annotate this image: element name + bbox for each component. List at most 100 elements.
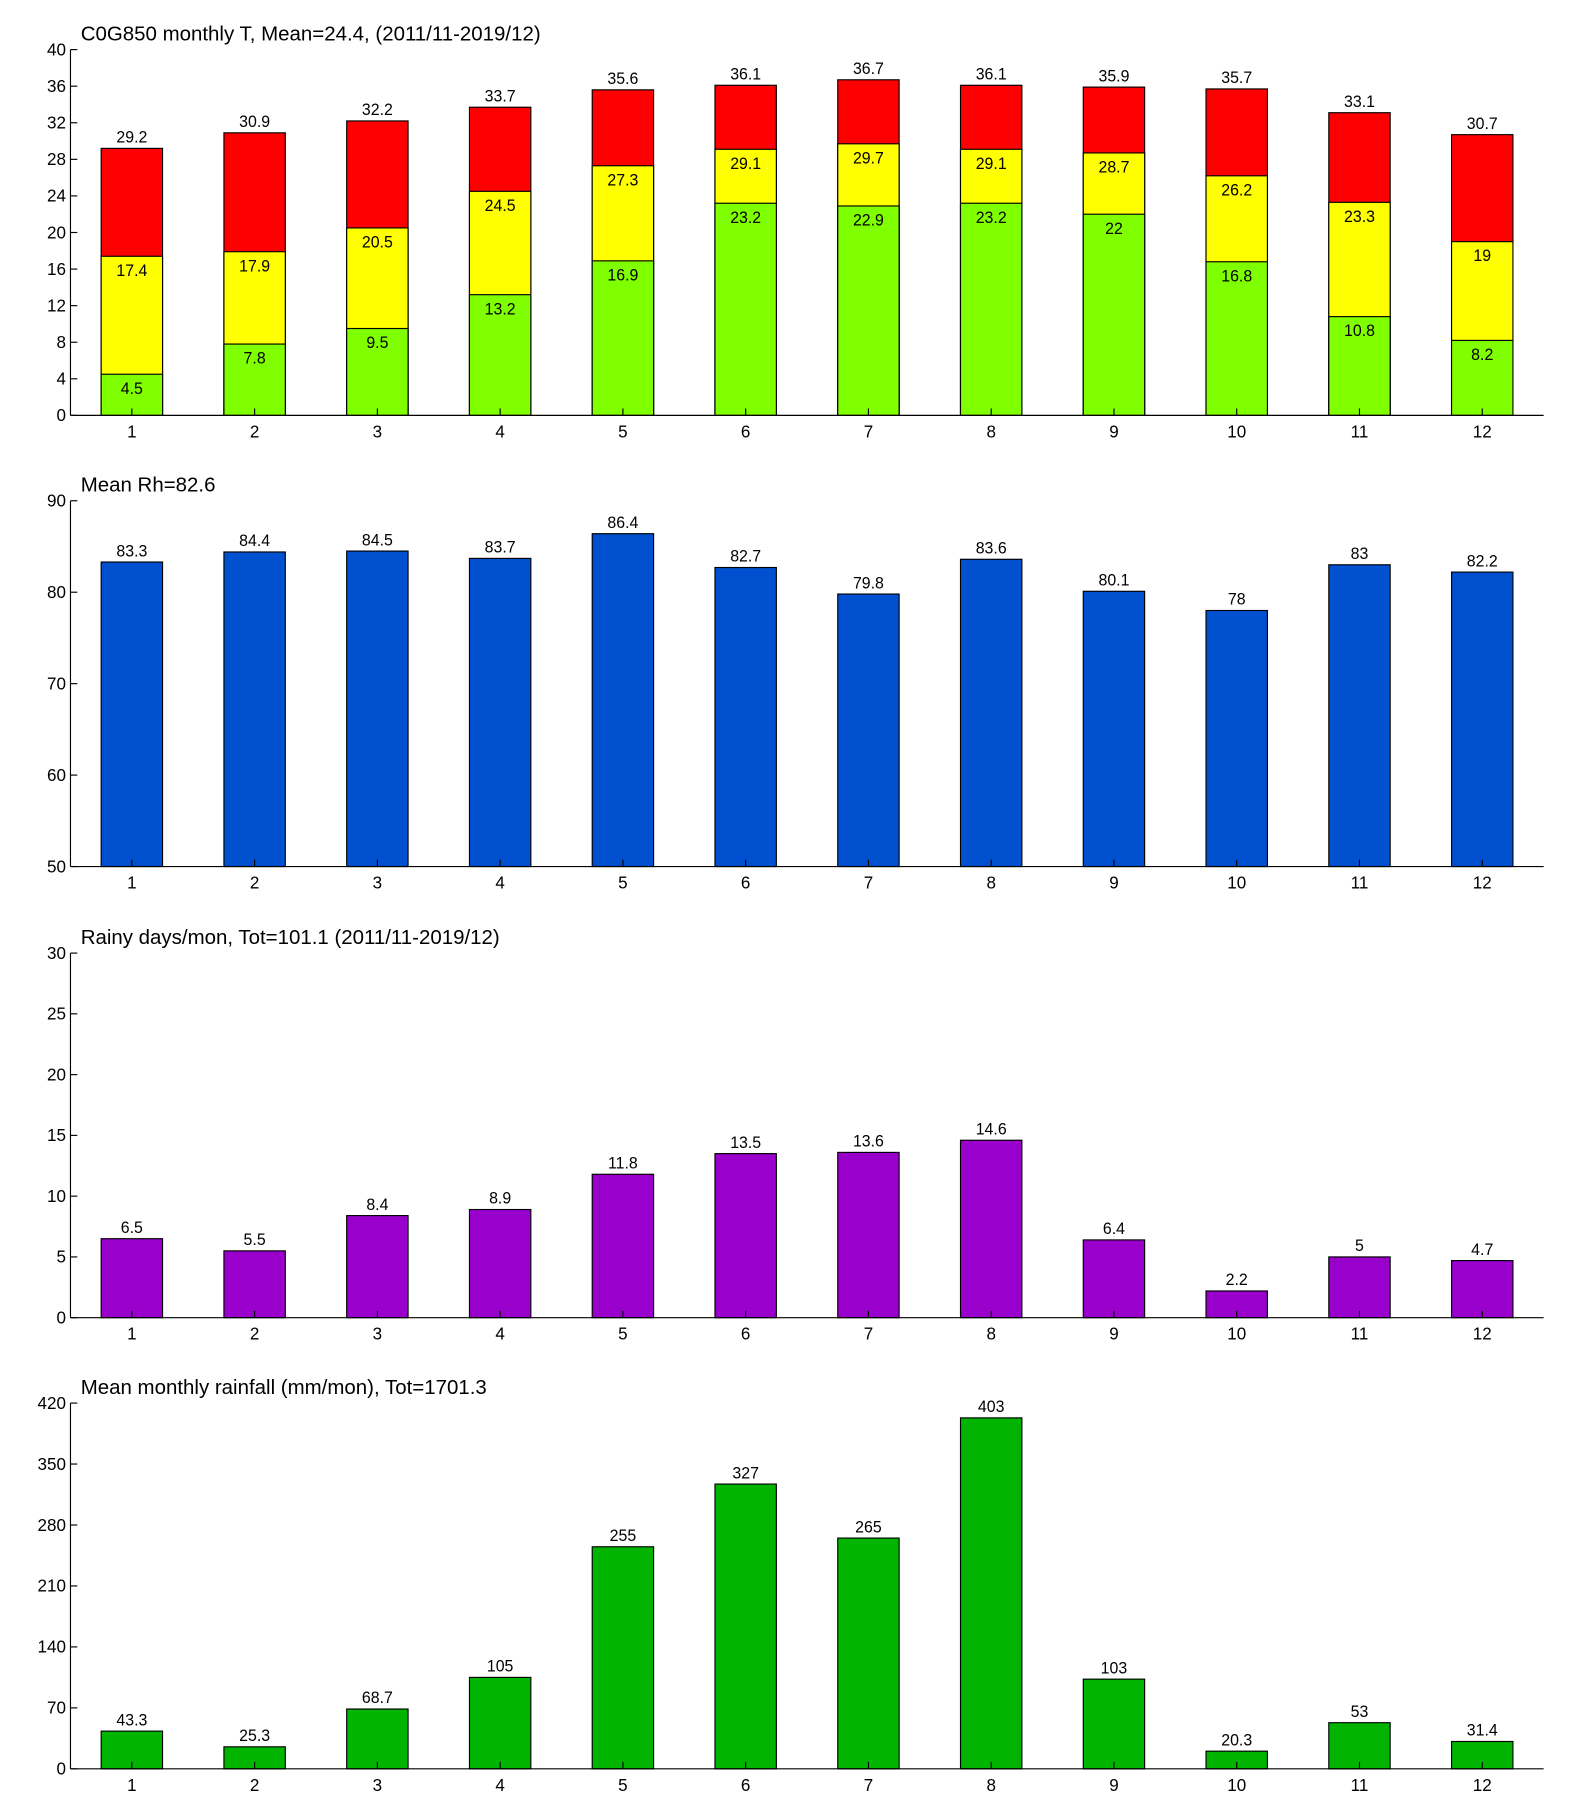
x-tick-label: 10 bbox=[1227, 872, 1246, 892]
bar bbox=[591, 1546, 655, 1770]
value-label: 17.4 bbox=[116, 262, 147, 280]
bar bbox=[714, 1483, 777, 1770]
value-label: 23.2 bbox=[730, 209, 761, 227]
bar bbox=[1205, 609, 1268, 868]
value-label: 13.2 bbox=[485, 300, 516, 318]
y-tick-label: 30 bbox=[47, 943, 66, 963]
value-label: 14.6 bbox=[976, 1120, 1007, 1138]
x-tick-label: 4 bbox=[495, 421, 505, 441]
x-tick-label: 4 bbox=[495, 872, 505, 892]
x-tick-label: 12 bbox=[1473, 1775, 1492, 1795]
x-tick-label: 9 bbox=[1109, 1323, 1118, 1343]
y-tick-label: 80 bbox=[47, 582, 66, 602]
bar bbox=[591, 533, 655, 868]
value-label: 83.7 bbox=[485, 539, 516, 557]
x-tick-label: 11 bbox=[1351, 1323, 1369, 1343]
bar bbox=[1082, 213, 1146, 416]
y-tick-label: 10 bbox=[47, 1186, 66, 1206]
value-label: 31.4 bbox=[1467, 1722, 1498, 1740]
value-label: 83 bbox=[1351, 545, 1369, 563]
value-label: 327 bbox=[732, 1464, 759, 1482]
x-tick-label: 6 bbox=[741, 872, 750, 892]
bar bbox=[1205, 261, 1268, 416]
value-label: 33.1 bbox=[1344, 93, 1375, 111]
y-tick-label: 24 bbox=[47, 186, 66, 206]
value-label: 26.2 bbox=[1221, 181, 1252, 199]
y-tick-label: 0 bbox=[56, 1758, 65, 1778]
value-label: 7.8 bbox=[244, 350, 266, 368]
value-label: 4.7 bbox=[1471, 1241, 1493, 1259]
x-tick-label: 10 bbox=[1227, 1323, 1246, 1343]
y-tick-label: 210 bbox=[38, 1576, 66, 1596]
x-tick-label: 3 bbox=[373, 872, 382, 892]
chart-title: C0G850 monthly T, Mean=24.4, (2011/11-20… bbox=[81, 22, 541, 45]
bar bbox=[223, 343, 286, 416]
bar bbox=[1328, 316, 1391, 416]
value-label: 29.1 bbox=[976, 155, 1007, 173]
x-tick-label: 8 bbox=[986, 1323, 995, 1343]
bar bbox=[346, 550, 409, 868]
y-tick-label: 28 bbox=[47, 149, 66, 169]
x-tick-label: 8 bbox=[986, 872, 995, 892]
value-label: 255 bbox=[610, 1527, 637, 1545]
x-tick-label: 4 bbox=[495, 1775, 505, 1795]
value-label: 403 bbox=[978, 1398, 1005, 1416]
value-label: 20.5 bbox=[362, 233, 393, 251]
x-tick-label: 2 bbox=[250, 1775, 259, 1795]
bar bbox=[1328, 1256, 1391, 1319]
value-label: 84.5 bbox=[362, 531, 393, 549]
value-label: 11.8 bbox=[608, 1154, 638, 1172]
x-tick-label: 5 bbox=[618, 421, 627, 441]
value-label: 36.7 bbox=[853, 60, 884, 78]
y-tick-label: 0 bbox=[56, 405, 65, 425]
y-tick-label: 8 bbox=[56, 332, 65, 352]
value-label: 29.2 bbox=[116, 128, 147, 146]
bar bbox=[714, 566, 777, 868]
x-tick-label: 7 bbox=[864, 1323, 873, 1343]
value-label: 23.3 bbox=[1344, 208, 1375, 226]
y-tick-label: 350 bbox=[38, 1454, 66, 1474]
value-label: 82.2 bbox=[1467, 552, 1498, 570]
value-label: 17.9 bbox=[239, 257, 270, 275]
value-label: 265 bbox=[855, 1518, 882, 1536]
bar bbox=[1450, 1259, 1514, 1319]
y-tick-label: 25 bbox=[47, 1003, 66, 1023]
value-label: 16.8 bbox=[1221, 267, 1252, 285]
value-label: 9.5 bbox=[366, 334, 388, 352]
bar bbox=[1082, 1678, 1146, 1770]
value-label: 35.7 bbox=[1221, 69, 1252, 87]
x-tick-label: 8 bbox=[986, 421, 995, 441]
value-label: 35.9 bbox=[1098, 67, 1129, 85]
y-tick-label: 12 bbox=[47, 295, 66, 315]
value-label: 29.7 bbox=[853, 149, 884, 167]
y-tick-label: 32 bbox=[47, 112, 66, 132]
x-tick-label: 9 bbox=[1109, 1775, 1118, 1795]
value-label: 32.2 bbox=[362, 101, 393, 119]
value-label: 29.1 bbox=[730, 155, 761, 173]
value-label: 35.6 bbox=[607, 70, 638, 88]
value-label: 23.2 bbox=[976, 209, 1007, 227]
bar bbox=[346, 1215, 409, 1319]
x-tick-label: 1 bbox=[127, 1775, 136, 1795]
value-label: 30.7 bbox=[1467, 115, 1498, 133]
bar bbox=[837, 1151, 900, 1319]
y-tick-label: 15 bbox=[47, 1125, 66, 1145]
bar bbox=[223, 1250, 286, 1319]
x-tick-label: 12 bbox=[1473, 1323, 1492, 1343]
chart-title: Mean monthly rainfall (mm/mon), Tot=1701… bbox=[81, 1376, 487, 1399]
x-tick-label: 1 bbox=[127, 1323, 136, 1343]
x-tick-label: 9 bbox=[1109, 421, 1118, 441]
x-tick-label: 8 bbox=[986, 1775, 995, 1795]
chart-title: Rainy days/mon, Tot=101.1 (2011/11-2019/… bbox=[81, 926, 500, 949]
value-label: 82.7 bbox=[730, 548, 761, 566]
x-tick-label: 10 bbox=[1227, 1775, 1246, 1795]
bar bbox=[837, 593, 900, 868]
value-label: 2.2 bbox=[1226, 1271, 1248, 1289]
x-tick-label: 12 bbox=[1473, 872, 1492, 892]
bar bbox=[591, 1173, 655, 1319]
y-tick-label: 16 bbox=[47, 259, 66, 279]
value-label: 43.3 bbox=[116, 1711, 147, 1729]
bar bbox=[959, 1417, 1023, 1770]
x-tick-label: 6 bbox=[741, 1323, 750, 1343]
